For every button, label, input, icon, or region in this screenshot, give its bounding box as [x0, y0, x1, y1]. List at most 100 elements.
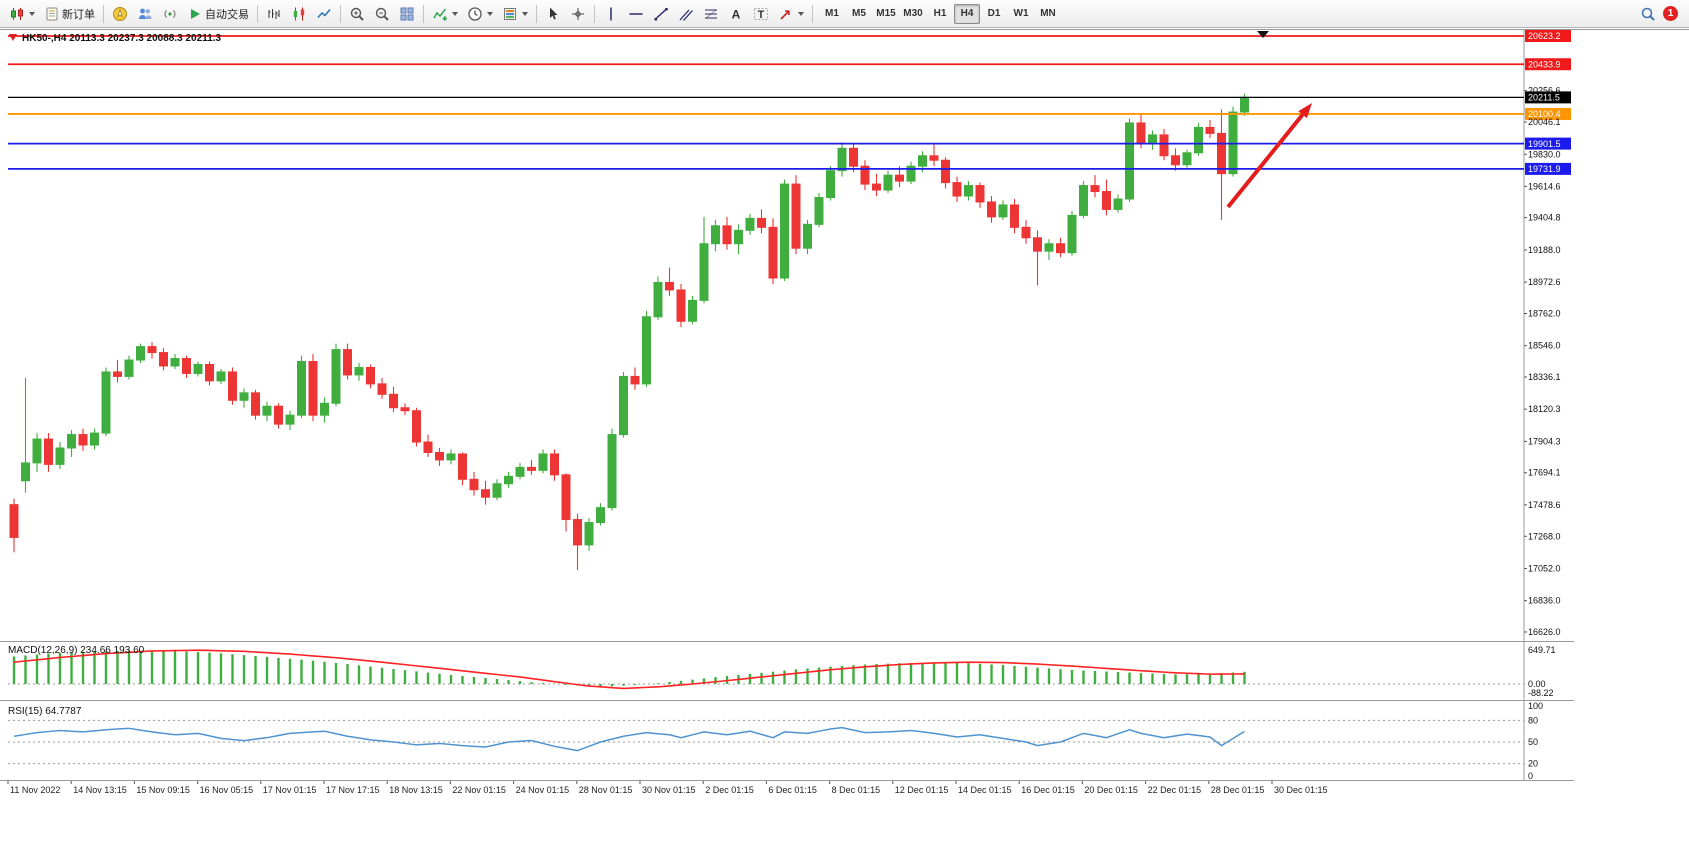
candle-body: [1194, 126, 1203, 154]
zoom-in-button[interactable]: [345, 3, 369, 25]
signals-button[interactable]: [158, 3, 182, 25]
new-chart-button[interactable]: [5, 3, 39, 25]
candle-body: [768, 226, 778, 279]
line-chart-button[interactable]: [312, 3, 336, 25]
text-icon: A: [732, 7, 741, 21]
candle-body: [297, 361, 306, 416]
svg-text:24 Nov 01:15: 24 Nov 01:15: [516, 785, 570, 795]
auto-trading-button[interactable]: 自动交易: [183, 3, 253, 25]
svg-text:12 Dec 01:15: 12 Dec 01:15: [895, 785, 949, 795]
macd-signal-line: [13, 649, 1245, 690]
timeframe-h4-button[interactable]: H4: [954, 3, 980, 24]
timeframe-d1-button[interactable]: D1: [981, 4, 1007, 24]
zoom-out-button[interactable]: [370, 3, 394, 25]
templates-button[interactable]: [498, 3, 532, 25]
label-icon: T: [754, 7, 768, 21]
candle-body: [147, 346, 157, 354]
dropdown-caret-icon: [522, 11, 528, 16]
candle-body: [67, 434, 76, 449]
crosshair-button[interactable]: [566, 3, 590, 25]
new-chart-icon: [11, 7, 23, 20]
fibonacci-button[interactable]: [699, 3, 723, 25]
candle-body: [228, 371, 237, 401]
svg-text:RSI(15) 64.7787: RSI(15) 64.7787: [8, 706, 82, 717]
candle-body: [1159, 134, 1169, 157]
channel-button[interactable]: [674, 3, 698, 25]
label-button[interactable]: T: [749, 3, 773, 25]
svg-text:17052.0: 17052.0: [1528, 563, 1561, 573]
community-button[interactable]: [108, 3, 132, 25]
crosshair-icon: [572, 7, 584, 20]
candle-body: [1090, 185, 1100, 193]
svg-text:2 Dec 01:15: 2 Dec 01:15: [705, 785, 754, 795]
candle-body: [872, 183, 881, 191]
candle-body: [285, 414, 295, 425]
new-order-button[interactable]: 新订单: [40, 3, 99, 25]
candlestick-icon: [293, 7, 305, 20]
timeframe-m30-button[interactable]: M30: [900, 4, 926, 24]
timeframe-w1-button[interactable]: W1: [1008, 4, 1034, 24]
svg-text:100: 100: [1528, 701, 1543, 711]
svg-text:18 Nov 13:15: 18 Nov 13:15: [389, 785, 443, 795]
candle-body: [941, 159, 950, 184]
candle-body: [124, 359, 134, 377]
svg-text:20100.4: 20100.4: [1528, 109, 1561, 119]
arrows-tool-button[interactable]: [774, 3, 808, 25]
notification-badge[interactable]: 1: [1663, 6, 1678, 21]
candle-body: [481, 489, 490, 498]
periods-button[interactable]: [463, 3, 497, 25]
timeframe-m15-button[interactable]: M15: [873, 4, 899, 24]
timeframe-group: M1 M5 M15 M30 H1 H4 D1 W1 MN: [819, 3, 1061, 24]
toolbar-separator: [103, 4, 104, 23]
timeframe-m5-button[interactable]: M5: [846, 4, 872, 24]
vertical-line-icon: [610, 7, 612, 20]
hline-20623.2-badge: [1525, 30, 1571, 42]
candle-body: [814, 197, 824, 225]
toolbar-separator: [340, 4, 341, 23]
candle-body: [676, 289, 686, 322]
vertical-line-button[interactable]: [599, 3, 623, 25]
profiles-button[interactable]: [133, 3, 157, 25]
svg-text:80: 80: [1528, 715, 1538, 725]
profiles-icon: [139, 8, 152, 19]
timeframe-mn-button[interactable]: MN: [1035, 4, 1061, 24]
candle-body: [849, 147, 858, 167]
svg-text:19830.0: 19830.0: [1528, 149, 1561, 159]
tile-windows-icon: [400, 7, 414, 20]
bar-chart-button[interactable]: [262, 3, 286, 25]
trendline-button[interactable]: [649, 3, 673, 25]
cursor-button[interactable]: [541, 3, 565, 25]
svg-text:18546.0: 18546.0: [1528, 341, 1561, 351]
macd-panel: MACD(12,26,9) 234.66 193.60 649.71 0.00-88…: [8, 645, 1556, 698]
search-button[interactable]: [1636, 3, 1660, 25]
indicators-button[interactable]: [428, 3, 462, 25]
compass-icon: [113, 6, 127, 21]
candle-body: [193, 363, 203, 374]
candle-body: [964, 185, 973, 197]
text-button[interactable]: A: [724, 3, 748, 25]
candle-body: [412, 410, 421, 443]
fibonacci-icon: [705, 8, 717, 19]
indicators-icon: [433, 8, 447, 21]
svg-text:11 Nov 2022: 11 Nov 2022: [10, 785, 60, 795]
candle-body: [952, 182, 962, 197]
svg-text:30 Nov 01:15: 30 Nov 01:15: [642, 785, 696, 795]
candlestick-chart-button[interactable]: [287, 3, 311, 25]
candle-body: [607, 434, 617, 509]
svg-text:20623.2: 20623.2: [1528, 31, 1561, 41]
candle-body: [1102, 191, 1111, 210]
new-order-label: 新订单: [62, 8, 95, 21]
svg-text:20433.9: 20433.9: [1528, 59, 1561, 69]
timeframe-h1-button[interactable]: H1: [927, 4, 953, 24]
candle-body: [596, 507, 605, 524]
candle-body: [458, 453, 467, 480]
svg-text:28 Dec 01:15: 28 Dec 01:15: [1211, 785, 1265, 795]
horizontal-line-button[interactable]: [624, 3, 648, 25]
svg-text:17268.0: 17268.0: [1528, 531, 1561, 541]
bar-chart-icon: [268, 8, 280, 19]
timeframe-m1-button[interactable]: M1: [819, 4, 845, 24]
candle-body: [239, 392, 249, 401]
svg-text:18336.1: 18336.1: [1528, 372, 1561, 382]
tile-windows-button[interactable]: [395, 3, 419, 25]
